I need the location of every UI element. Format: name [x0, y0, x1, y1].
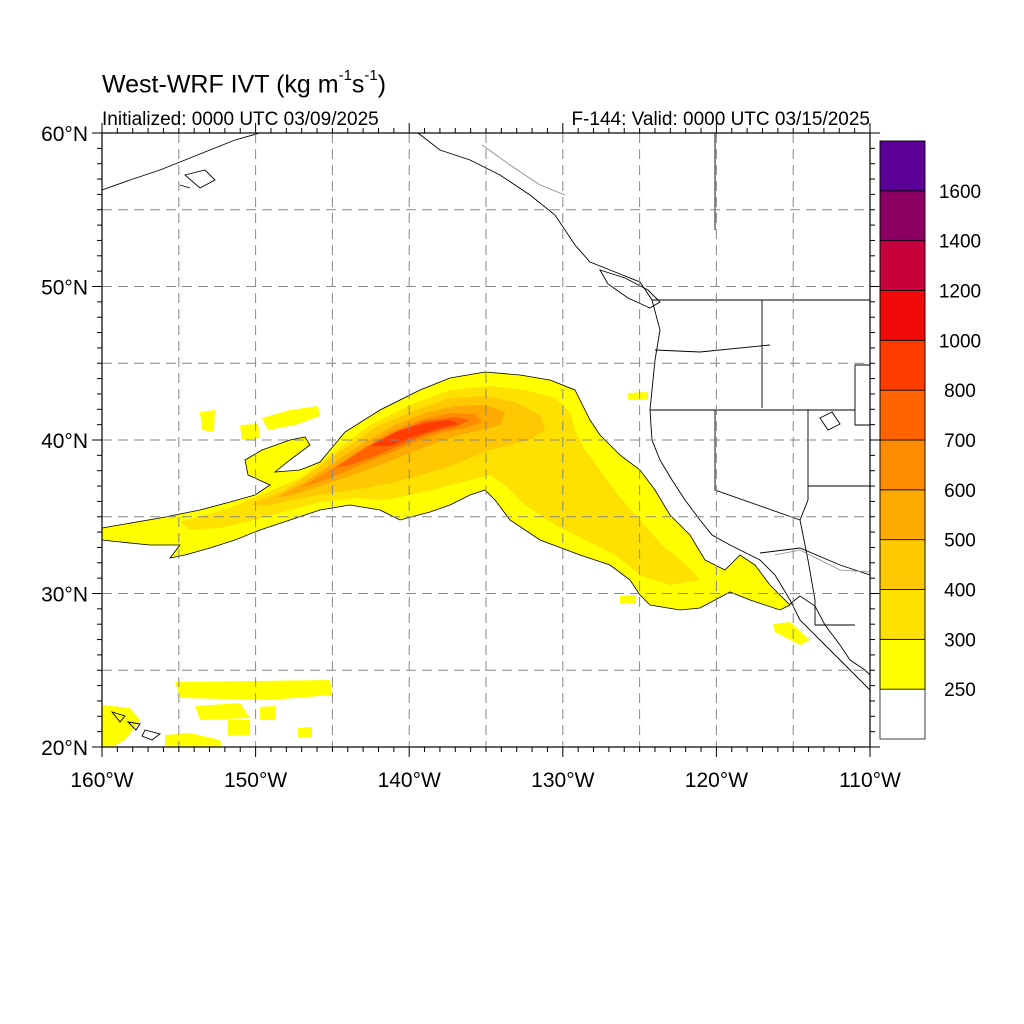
colorbar-swatch [879, 290, 926, 341]
west-coast-line [417, 133, 870, 691]
colorbar-swatch [879, 339, 926, 391]
coastlines [102, 133, 870, 741]
colorbar-swatch [879, 638, 926, 690]
lake-bc [819, 411, 841, 431]
ivt-patch [620, 595, 636, 603]
valid-time: F-144: Valid: 0000 UTC 03/15/2025 [571, 109, 870, 130]
mexico-border-west [759, 547, 870, 576]
colorbar-swatch [879, 589, 926, 640]
ivt-patch [262, 406, 320, 430]
colorbar-swatch [879, 688, 926, 740]
baja-coast [789, 595, 870, 676]
ivt-field [102, 371, 810, 747]
lon-tick-label: 160°W [70, 769, 133, 792]
lon-tick-label: 110°W [839, 769, 901, 792]
colorbar-swatch [879, 389, 926, 441]
borders [650, 133, 870, 626]
colorbar-label: 800 [944, 381, 976, 402]
chart-title: West-WRF IVT (kg m-1s-1) [102, 67, 387, 99]
ivt-300-core [180, 386, 700, 585]
ivt-patch [773, 622, 810, 645]
alaska-coast [102, 133, 261, 191]
hawaii [110, 711, 162, 741]
colorbar-label: 300 [944, 630, 976, 651]
lat-tick-label: 50°N [41, 277, 88, 300]
lat-tick-label: 20°N [41, 737, 88, 760]
ivt-patch [175, 680, 332, 700]
colorbar-label: 600 [944, 481, 976, 502]
colorbar-label: 1400 [939, 232, 981, 253]
lon-tick-label: 120°W [685, 769, 748, 792]
colorbar-label: 1200 [939, 282, 981, 303]
ivt-patch [260, 706, 275, 720]
colorbar-swatch [879, 539, 926, 590]
wa-or-border [654, 344, 771, 353]
other-borders [481, 144, 870, 573]
lon-tick-label: 130°W [531, 769, 594, 792]
colorbar-label: 250 [944, 680, 976, 701]
axes: 160°W 150°W 140°W 130°W 120°W 110°W 60°N 50°N 40… [41, 123, 901, 792]
ivt-patch [240, 424, 260, 440]
ivt-700-core [335, 417, 470, 468]
init-time: Initialized: 0000 UTC 03/09/2025 [102, 109, 379, 130]
ivt-patch [628, 392, 648, 400]
grid [102, 133, 870, 747]
ivt-patch [102, 705, 140, 747]
utah-border [854, 364, 870, 426]
colorbar-label: 1600 [939, 182, 981, 203]
colorbar-swatch [879, 489, 926, 541]
ivt-patch [165, 733, 222, 747]
lon-tick-label: 150°W [224, 769, 287, 792]
lat-tick-label: 40°N [41, 430, 88, 453]
nm-border [799, 519, 855, 626]
colorbar-swatch [879, 190, 926, 242]
lat-tick-label: 60°N [41, 123, 88, 146]
nevada-border [714, 410, 801, 521]
colorbar-swatch [879, 240, 926, 291]
ivt-patch [200, 410, 215, 432]
colorbar: 250 300 400 500 600 700 800 1000 1200 1400 1600 [879, 140, 981, 740]
colorbar-label: 500 [944, 531, 976, 552]
ivt-600-core [300, 413, 482, 488]
ivt-patch [195, 703, 250, 720]
alaska-islands [179, 169, 216, 189]
lon-tick-label: 140°W [378, 769, 441, 792]
colorbar-swatch [879, 140, 926, 192]
colorbar-label: 1000 [939, 331, 981, 352]
colorbar-swatch [879, 439, 926, 491]
colorbar-label: 700 [944, 431, 976, 452]
az-border [799, 410, 809, 521]
ivt-patch [228, 720, 250, 735]
vancouver-island [599, 269, 661, 309]
colorbar-frame [879, 140, 926, 740]
lat-tick-label: 30°N [41, 584, 88, 607]
ivt-patch [298, 727, 312, 737]
colorbar-label: 400 [944, 581, 976, 602]
